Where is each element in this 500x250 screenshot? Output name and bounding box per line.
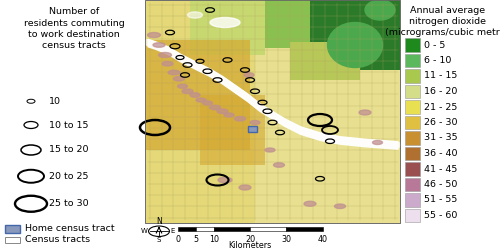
FancyBboxPatch shape — [405, 69, 420, 83]
Ellipse shape — [234, 116, 246, 121]
FancyBboxPatch shape — [200, 95, 265, 165]
FancyBboxPatch shape — [405, 38, 420, 52]
FancyBboxPatch shape — [190, 0, 265, 55]
Text: 6 - 10: 6 - 10 — [424, 56, 452, 65]
Text: 11 - 15: 11 - 15 — [424, 72, 458, 80]
FancyBboxPatch shape — [310, 0, 400, 70]
Text: Number of
residents commuting
to work destination
census tracts: Number of residents commuting to work de… — [24, 8, 124, 50]
Text: 10: 10 — [209, 235, 219, 244]
Ellipse shape — [250, 120, 260, 124]
FancyBboxPatch shape — [255, 0, 400, 222]
Text: 55 - 60: 55 - 60 — [424, 211, 458, 220]
Ellipse shape — [210, 105, 220, 110]
FancyBboxPatch shape — [178, 227, 196, 231]
FancyBboxPatch shape — [405, 116, 420, 130]
Text: 41 - 45: 41 - 45 — [424, 164, 458, 173]
FancyBboxPatch shape — [405, 100, 420, 114]
FancyBboxPatch shape — [290, 42, 360, 80]
Text: 21 - 25: 21 - 25 — [424, 102, 458, 112]
FancyBboxPatch shape — [250, 227, 286, 231]
Text: S: S — [157, 237, 161, 243]
Ellipse shape — [334, 204, 345, 208]
FancyBboxPatch shape — [145, 0, 400, 222]
Text: 25 to 30: 25 to 30 — [49, 199, 88, 208]
FancyBboxPatch shape — [145, 40, 250, 150]
Text: E: E — [170, 228, 174, 234]
Text: 31 - 35: 31 - 35 — [424, 134, 458, 142]
Ellipse shape — [202, 101, 212, 105]
Text: 0 - 5: 0 - 5 — [424, 40, 446, 50]
FancyBboxPatch shape — [405, 208, 420, 222]
Text: 16 - 20: 16 - 20 — [424, 87, 458, 96]
Ellipse shape — [372, 140, 382, 144]
Ellipse shape — [210, 18, 240, 28]
Ellipse shape — [182, 89, 193, 94]
Text: 10 to 15: 10 to 15 — [49, 120, 88, 130]
FancyBboxPatch shape — [248, 126, 257, 132]
Text: 30: 30 — [281, 235, 291, 244]
FancyBboxPatch shape — [405, 178, 420, 192]
FancyBboxPatch shape — [214, 227, 250, 231]
Ellipse shape — [244, 73, 254, 77]
Text: Home census tract: Home census tract — [25, 224, 114, 233]
Ellipse shape — [178, 84, 188, 88]
Ellipse shape — [158, 52, 172, 58]
Ellipse shape — [328, 22, 382, 68]
Text: 0: 0 — [175, 235, 180, 244]
Text: 20 to 25: 20 to 25 — [49, 172, 88, 181]
Ellipse shape — [190, 93, 200, 97]
FancyBboxPatch shape — [405, 146, 420, 160]
Text: 20: 20 — [245, 235, 255, 244]
Text: 40: 40 — [318, 235, 328, 244]
FancyBboxPatch shape — [405, 193, 420, 207]
Ellipse shape — [153, 43, 165, 47]
Ellipse shape — [162, 62, 173, 66]
FancyBboxPatch shape — [405, 162, 420, 176]
FancyBboxPatch shape — [405, 54, 420, 67]
Text: 5: 5 — [193, 235, 198, 244]
Text: Census tracts: Census tracts — [25, 236, 90, 244]
Ellipse shape — [174, 76, 184, 81]
Text: 10: 10 — [49, 97, 61, 106]
Ellipse shape — [304, 201, 316, 206]
Ellipse shape — [274, 163, 284, 167]
Ellipse shape — [168, 70, 180, 75]
FancyBboxPatch shape — [405, 84, 420, 98]
Text: 51 - 55: 51 - 55 — [424, 196, 458, 204]
FancyBboxPatch shape — [286, 227, 323, 231]
Ellipse shape — [265, 148, 275, 152]
Text: 26 - 30: 26 - 30 — [424, 118, 458, 127]
Text: 46 - 50: 46 - 50 — [424, 180, 458, 189]
Text: Annual average
nitrogen dioxide
(micrograms/cubic metre): Annual average nitrogen dioxide (microgr… — [386, 6, 500, 38]
FancyBboxPatch shape — [5, 225, 20, 233]
FancyBboxPatch shape — [265, 0, 310, 48]
Ellipse shape — [217, 109, 228, 114]
Text: 15 to 20: 15 to 20 — [49, 146, 88, 154]
Ellipse shape — [365, 0, 395, 20]
Ellipse shape — [196, 98, 206, 102]
Ellipse shape — [239, 185, 251, 190]
Ellipse shape — [218, 177, 232, 183]
Text: Kilometers: Kilometers — [228, 240, 272, 250]
Ellipse shape — [188, 12, 202, 18]
Text: N: N — [156, 217, 162, 226]
FancyBboxPatch shape — [405, 131, 420, 145]
FancyBboxPatch shape — [5, 237, 20, 243]
Ellipse shape — [148, 32, 160, 38]
Text: 36 - 40: 36 - 40 — [424, 149, 458, 158]
Text: W: W — [141, 228, 148, 234]
Ellipse shape — [359, 110, 371, 115]
FancyBboxPatch shape — [196, 227, 214, 231]
Ellipse shape — [224, 113, 234, 117]
